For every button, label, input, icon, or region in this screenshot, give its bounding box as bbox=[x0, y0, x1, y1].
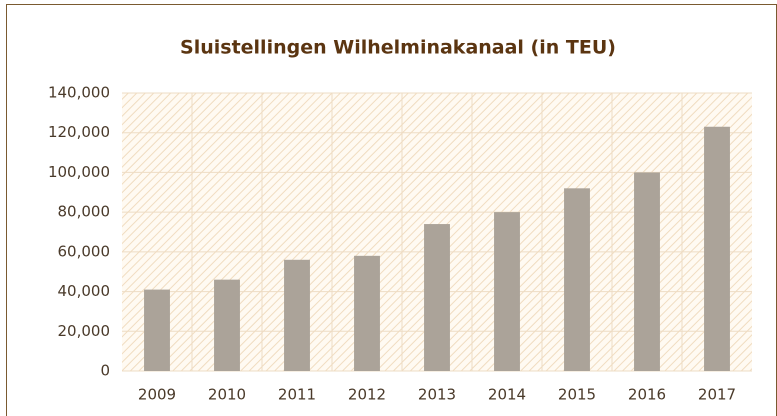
x-tick-label: 2012 bbox=[348, 386, 386, 404]
x-tick-label: 2017 bbox=[698, 386, 736, 404]
y-tick-label: 40,000 bbox=[58, 282, 111, 300]
bar bbox=[704, 126, 730, 371]
bar bbox=[284, 259, 310, 371]
x-tick-label: 2014 bbox=[488, 386, 526, 404]
bar bbox=[634, 172, 660, 371]
x-tick-label: 2011 bbox=[278, 386, 316, 404]
bar bbox=[214, 279, 240, 371]
x-tick-label: 2013 bbox=[418, 386, 456, 404]
x-tick-label: 2016 bbox=[628, 386, 666, 404]
bar bbox=[494, 212, 520, 371]
y-tick-label: 100,000 bbox=[48, 163, 110, 181]
y-tick-label: 20,000 bbox=[58, 322, 111, 340]
bar bbox=[564, 188, 590, 371]
x-tick-label: 2015 bbox=[558, 386, 596, 404]
bar bbox=[354, 255, 380, 371]
bar bbox=[424, 224, 450, 371]
y-tick-label: 140,000 bbox=[48, 84, 110, 102]
y-tick-label: 60,000 bbox=[58, 242, 111, 260]
y-tick-label: 80,000 bbox=[58, 203, 111, 221]
chart-title: Sluistellingen Wilhelminakanaal (in TEU) bbox=[180, 37, 616, 59]
y-tick-label: 120,000 bbox=[48, 123, 110, 141]
x-tick-label: 2010 bbox=[208, 386, 246, 404]
y-tick-label: 0 bbox=[100, 362, 110, 380]
bar bbox=[144, 289, 170, 371]
x-tick-label: 2009 bbox=[138, 386, 176, 404]
